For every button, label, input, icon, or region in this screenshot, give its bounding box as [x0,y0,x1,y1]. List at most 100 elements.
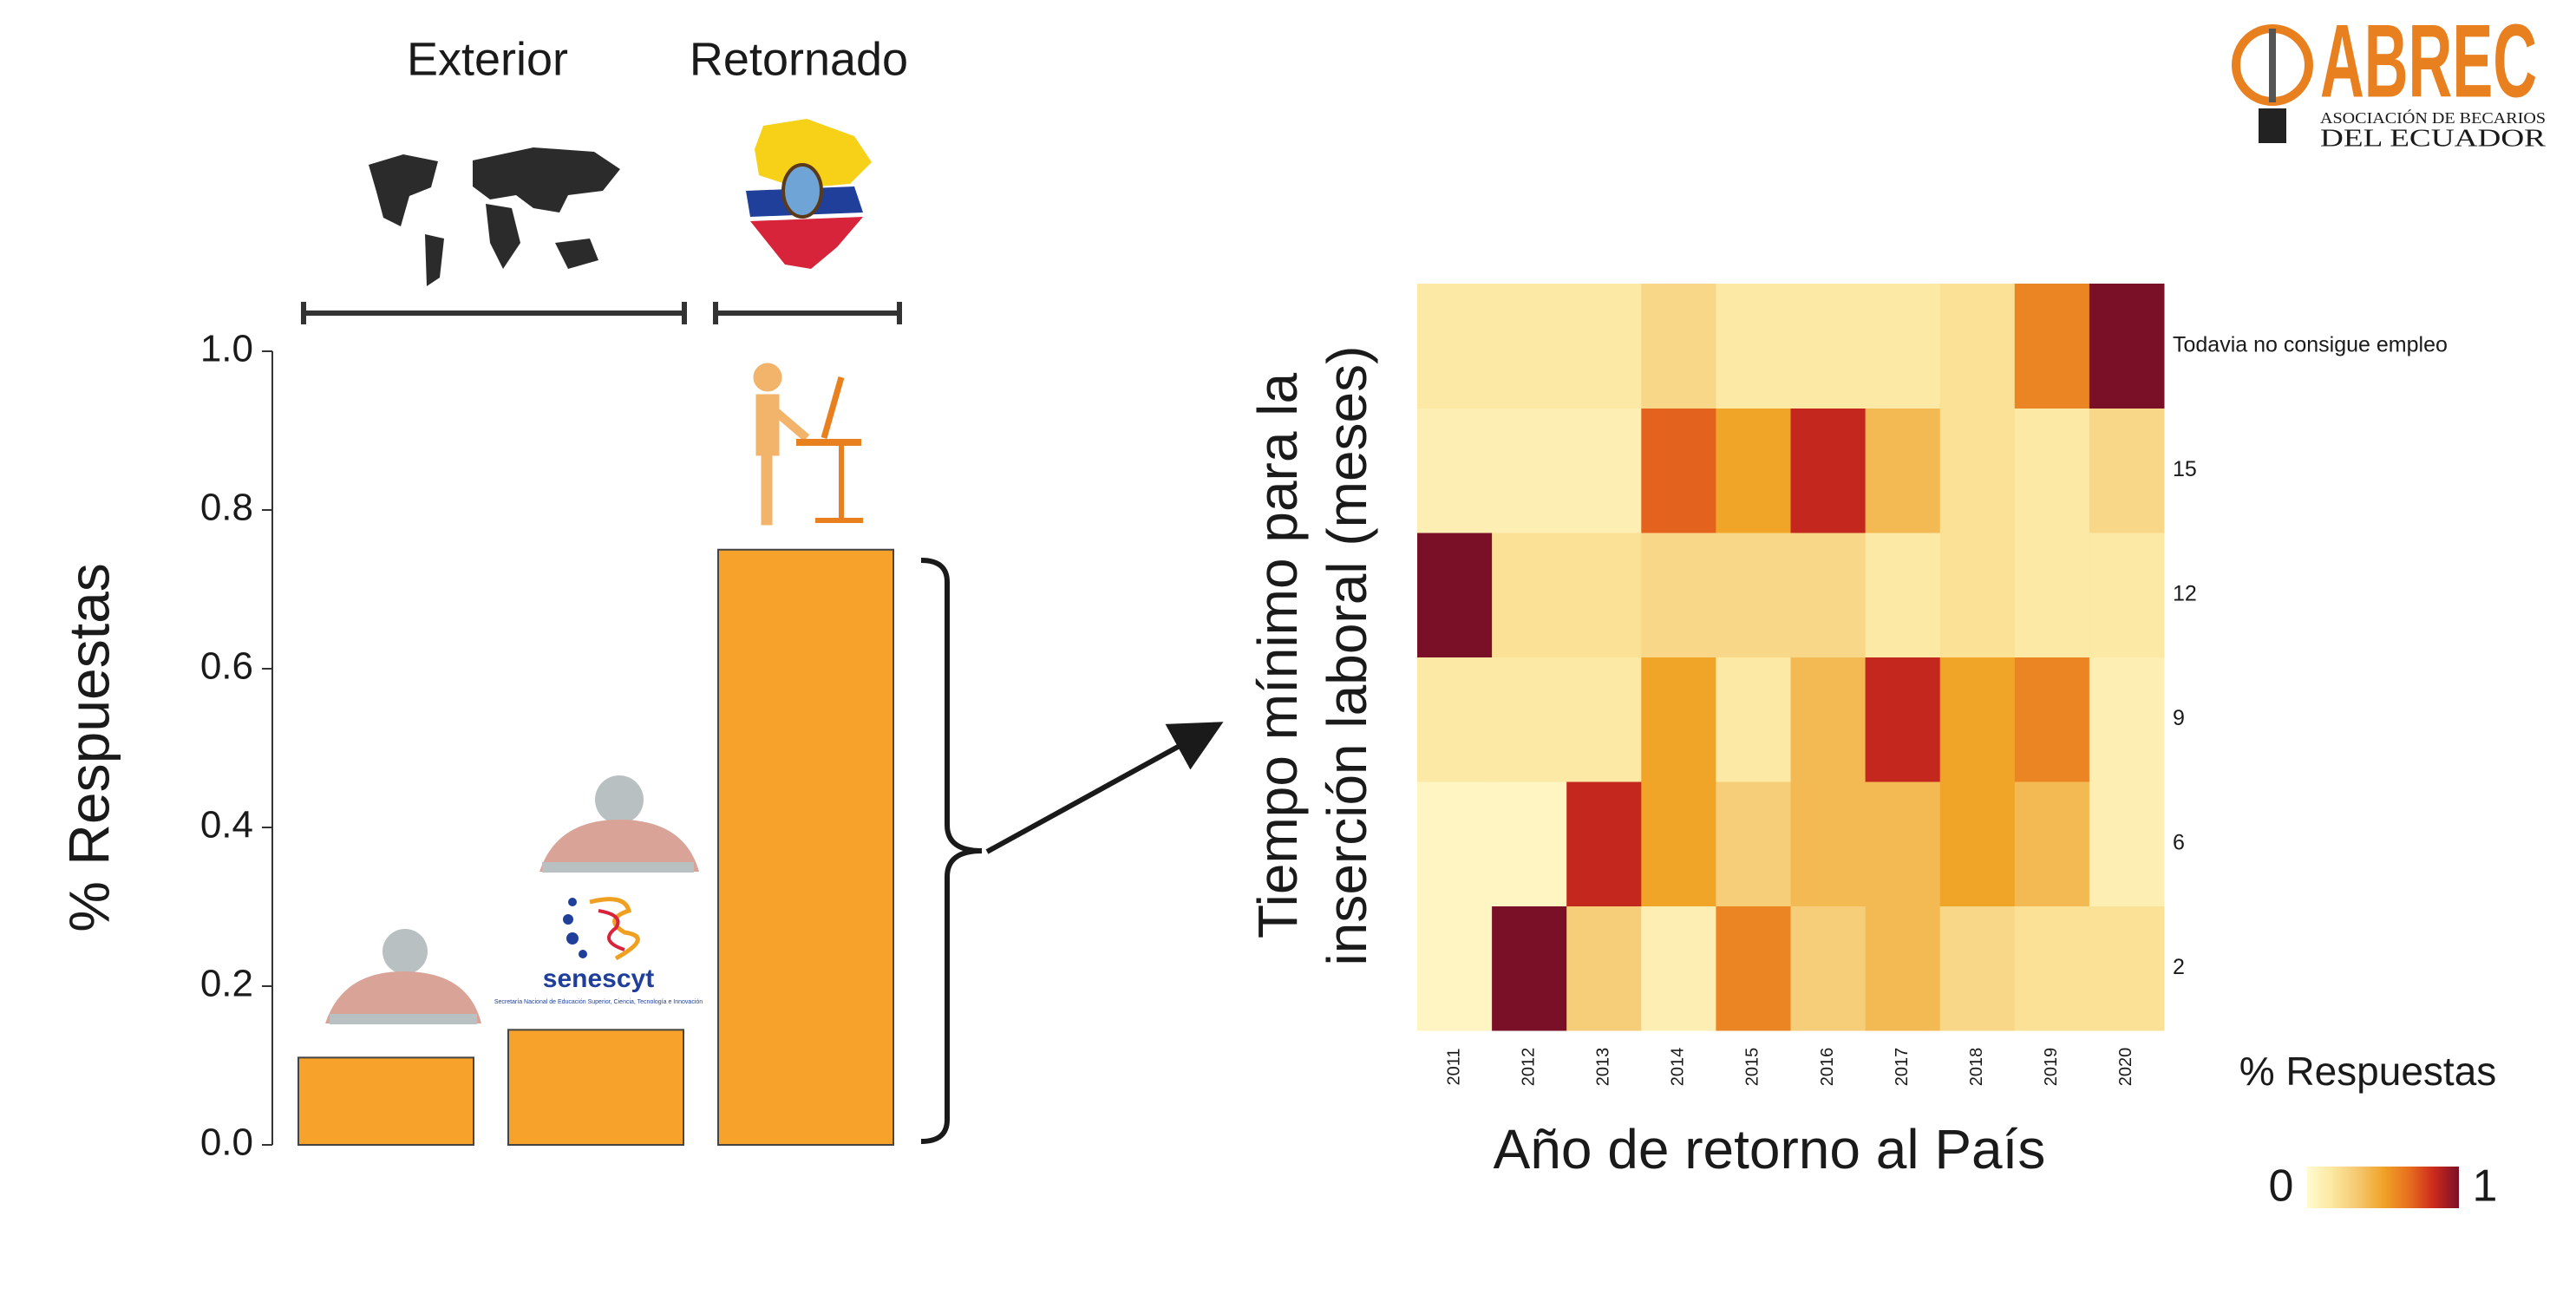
heatmap-cell [2014,533,2090,657]
heatmap-cell [1417,533,1493,657]
heatmap-cell [1790,284,1867,409]
heatmap-cell [1417,657,1493,782]
heatmap-cell [1492,781,1567,906]
group-label: Retornado [690,33,908,85]
heatmap-cell [1641,533,1716,657]
heatmap-cell [1566,781,1642,906]
heatmap-cell [1790,408,1867,533]
group-label: Exterior [407,33,568,85]
heatmap-cell [1566,657,1642,782]
heatmap-cell [2014,284,2090,409]
worker-icon [753,363,863,526]
y-tick-label: 1.0 [200,328,253,370]
heatmap-cell [2089,781,2165,906]
heatmap-cell [1417,905,1493,1031]
y-axis-label: inserción laboral (meses) [1316,346,1378,966]
y-tick-label: 15 [2173,457,2197,481]
x-tick-label: 2014 [1669,1048,1688,1087]
heatmap-cell [1790,657,1867,782]
heatmap-cell [1716,284,1791,409]
brace [920,558,983,1144]
y-tick-label: 0.2 [200,963,253,1005]
heatmap-cell [1492,905,1567,1031]
heatmap-cell [1716,533,1791,657]
x-tick-label: 2012 [1519,1048,1538,1087]
student-icon [325,929,481,1024]
senescyt-logo: senescyt Secretaría Nacional de Educació… [494,897,703,1005]
heatmap-cell [1417,781,1493,906]
heatmap-cell [1716,781,1791,906]
y-tick-label: 0.6 [200,645,253,688]
heatmap-cell [1865,533,1941,657]
heatmap-cell [1641,905,1716,1031]
abrec-logo: ABREC ASOCIACIÓN DE BECARIOS DEL ECUADOR [2232,3,2546,152]
heatmap-cell [1939,781,2016,906]
heatmap-cell [1641,408,1716,533]
logo-text: senescyt [543,964,654,993]
heatmap-cell [1566,905,1642,1031]
heatmap-cell [1939,284,2016,409]
heatmap-cell [1566,533,1642,657]
x-tick-label: 2018 [1967,1048,1986,1087]
logo-subtitle: Secretaría Nacional de Educación Superio… [494,999,703,1005]
group-brackets [301,302,902,324]
heatmap-cell [1641,657,1716,782]
y-axis-label: Tiempo mínimo para la [1246,373,1309,939]
x-tick-label: 2020 [2116,1048,2135,1087]
heatmap-cell [1492,284,1567,409]
y-tick-label: 12 [2173,581,2197,605]
x-tick-label: 2015 [1743,1048,1762,1087]
bracket-retornado [713,302,902,324]
x-axis-label: Año de retorno al País [1494,1118,2046,1180]
y-tick-label: 0.4 [200,804,253,847]
heatmap-cell [1865,781,1941,906]
heatmap-cell [1716,657,1791,782]
heatmap-cell [2089,905,2165,1031]
heatmap-cell [1641,781,1716,906]
heatmap-cell [2089,533,2165,657]
x-tick-label: 2016 [1818,1048,1837,1087]
heatmap-cell [1790,533,1867,657]
y-tick-label: Todavia no consigue empleo [2173,332,2448,356]
heatmap-cell [2089,408,2165,533]
world-map-icon [369,147,620,286]
y-tick-label: 0.8 [200,487,253,529]
bar [297,1056,474,1146]
heatmap-cell [1865,905,1941,1031]
heatmap-cell [1492,657,1567,782]
x-tick-label: 2011 [1444,1048,1463,1085]
logo-subtitle: ASOCIACIÓN DE BECARIOS [2320,108,2546,127]
heatmap-cell [1939,905,2016,1031]
y-tick-label: 2 [2173,955,2185,979]
heatmap-cell [1939,533,2016,657]
heatmap-cell [1417,408,1493,533]
heatmap-cell [2014,657,2090,782]
heatmap-cell [1492,533,1567,657]
heatmap-cell [1790,905,1867,1031]
heatmap-cell [1566,284,1642,409]
heatmap-cell [2014,905,2090,1031]
ecuador-map-icon [746,119,872,269]
heatmap-cell [1566,408,1642,533]
x-tick-label: 2017 [1893,1048,1912,1087]
heatmap-cell [2014,781,2090,906]
heatmap-cell [1865,408,1941,533]
heatmap-cell [1417,284,1493,409]
colorbar-title: % Respuestas [2239,1049,2497,1094]
y-axis-label: % Respuestas [56,563,121,932]
heatmap-cell [1865,657,1941,782]
heatmap-cell [1939,408,2016,533]
heatmap-cell [2089,284,2165,409]
bar [717,548,894,1146]
heatmap-cell [1641,284,1716,409]
colorbar-tick-label: 1 [2473,1161,2498,1212]
x-tick-label: 2013 [1594,1048,1613,1087]
colorbar-tick-label: 0 [2269,1161,2294,1212]
heatmap-cell [1716,905,1791,1031]
colorbar [2307,1167,2459,1208]
logo-text: ABREC [2320,3,2537,120]
heatmap-cell [1716,408,1791,533]
heatmap-cell [1492,408,1567,533]
